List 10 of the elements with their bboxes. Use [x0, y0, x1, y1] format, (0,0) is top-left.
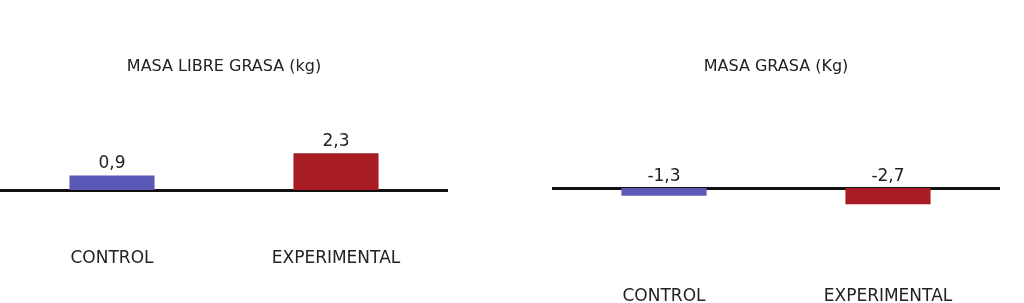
x-tick-label: CONTROL [622, 284, 707, 303]
x-tick-label: CONTROL [70, 246, 155, 267]
x-tick-label: EXPERIMENTAL [271, 246, 401, 267]
data-label: 0,9 [98, 152, 126, 173]
data-label: 2,3 [322, 129, 350, 150]
data-label: -2,7 [871, 164, 905, 185]
data-label: -1,3 [647, 164, 681, 185]
chart-title: MASA GRASA (Kg) [703, 55, 849, 75]
chart-title: MASA LIBRE GRASA (kg) [126, 55, 322, 75]
x-tick-label: EXPERIMENTAL [823, 284, 953, 303]
